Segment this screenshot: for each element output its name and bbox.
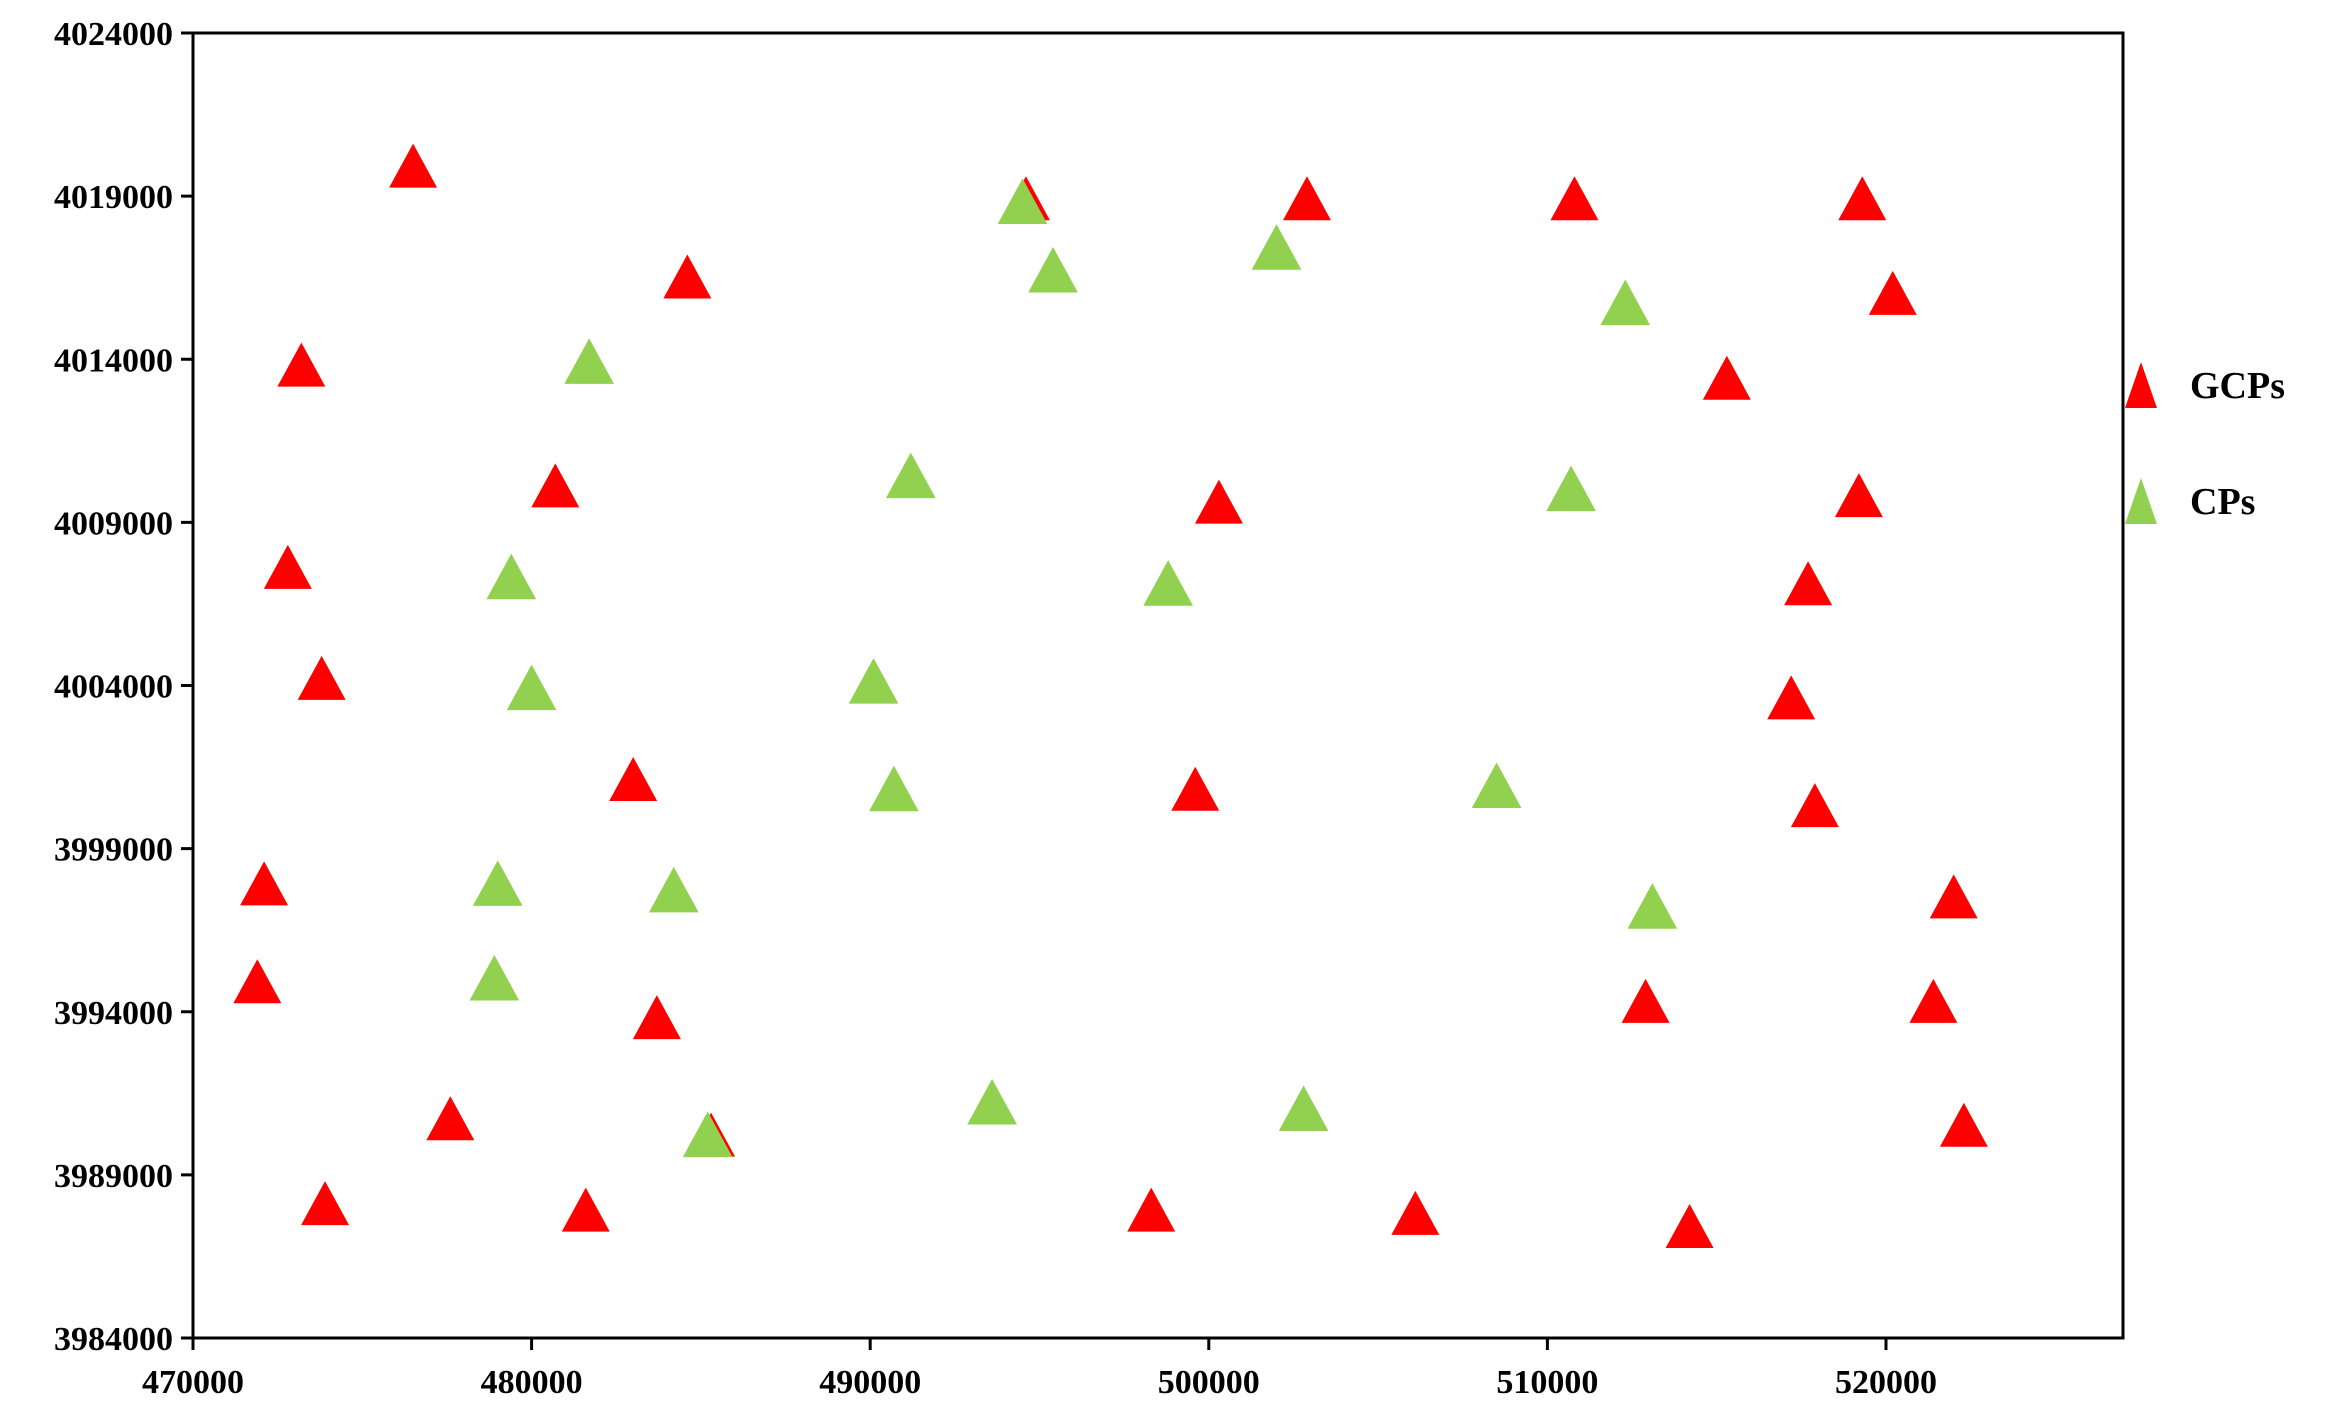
gcp-marker xyxy=(1790,783,1839,828)
cp-marker xyxy=(469,954,520,1001)
data-markers xyxy=(233,143,1988,1248)
cp-marker xyxy=(869,765,919,812)
gcp-marker xyxy=(1784,561,1833,606)
gcp-marker xyxy=(263,544,312,589)
gcp-marker xyxy=(1834,473,1883,518)
gcp-marker xyxy=(301,1181,350,1226)
y-tick-label: 3989000 xyxy=(54,1158,173,1195)
gcp-marker xyxy=(1868,270,1917,315)
gcp-marker xyxy=(426,1096,475,1141)
gcp-marker xyxy=(632,995,681,1040)
x-tick-label: 520000 xyxy=(1835,1364,1937,1401)
cp-marker xyxy=(1546,465,1596,512)
gcp-marker xyxy=(389,143,438,188)
gcp-marker xyxy=(1929,874,1978,919)
gcp-marker xyxy=(277,342,326,387)
gcp-marker xyxy=(297,655,346,700)
gcp-marker xyxy=(1127,1187,1176,1232)
gcp-marker xyxy=(609,756,658,801)
x-tick-label: 480000 xyxy=(481,1364,583,1401)
cp-marker xyxy=(1600,279,1651,326)
cp-marker xyxy=(967,1078,1017,1125)
cp-marker xyxy=(682,1111,733,1158)
gcp-marker xyxy=(1194,479,1243,524)
x-axis: 470000 480000 490000 500000 510000 520000 xyxy=(142,1338,1937,1401)
cp-marker xyxy=(1627,883,1678,929)
cp-marker xyxy=(506,664,557,711)
cp-marker xyxy=(997,178,1048,225)
legend-cp-icon xyxy=(2125,478,2157,524)
cp-marker xyxy=(564,338,615,384)
legend-gcp-icon xyxy=(2125,362,2157,408)
cp-marker xyxy=(648,866,699,913)
gcp-marker xyxy=(531,463,580,508)
x-tick-label: 470000 xyxy=(142,1364,244,1401)
gcp-marker xyxy=(561,1187,610,1232)
gcp-marker xyxy=(1767,675,1816,720)
cp-marker xyxy=(1251,224,1302,270)
cp-marker xyxy=(1143,560,1194,606)
y-tick-label: 3984000 xyxy=(54,1321,173,1358)
x-tick-label: 500000 xyxy=(1158,1364,1260,1401)
legend-label: CPs xyxy=(2190,481,2255,523)
y-tick-label: 4014000 xyxy=(54,342,173,379)
y-tick-label: 3994000 xyxy=(54,995,173,1032)
x-tick-label: 490000 xyxy=(819,1364,921,1401)
cp-marker xyxy=(472,860,523,906)
gcp-marker xyxy=(1550,176,1599,221)
gcp-marker xyxy=(1702,355,1751,400)
gcp-marker xyxy=(1838,176,1887,221)
cp-marker xyxy=(1471,762,1522,808)
gcp-marker xyxy=(1282,176,1331,221)
gcp-marker xyxy=(1391,1190,1440,1235)
gcp-marker xyxy=(1939,1102,1988,1147)
gcp-marker xyxy=(1665,1203,1714,1248)
y-tick-label: 4009000 xyxy=(54,505,173,542)
gcp-marker xyxy=(233,959,282,1004)
legend: GCPs CPs xyxy=(2125,362,2285,524)
plot-frame xyxy=(191,31,2125,1340)
gcp-marker xyxy=(663,254,712,299)
y-axis: 3984000 3989000 3994000 3999000 4004000 40090… xyxy=(54,16,193,1358)
gcp-marker xyxy=(1909,978,1958,1023)
cp-marker xyxy=(1278,1085,1329,1131)
x-tick-label: 510000 xyxy=(1496,1364,1598,1401)
y-tick-label: 4019000 xyxy=(54,179,173,216)
gcp-marker xyxy=(1621,978,1670,1023)
gcp-marker xyxy=(240,861,289,906)
legend-label: GCPs xyxy=(2190,365,2285,407)
cp-marker xyxy=(486,553,537,600)
cp-marker xyxy=(885,452,936,499)
y-tick-label: 4024000 xyxy=(54,16,173,53)
y-tick-label: 3999000 xyxy=(54,832,173,869)
gcp-marker xyxy=(1171,766,1220,811)
cp-marker xyxy=(848,658,899,704)
y-tick-label: 4004000 xyxy=(54,669,173,706)
cp-marker xyxy=(1028,246,1078,293)
